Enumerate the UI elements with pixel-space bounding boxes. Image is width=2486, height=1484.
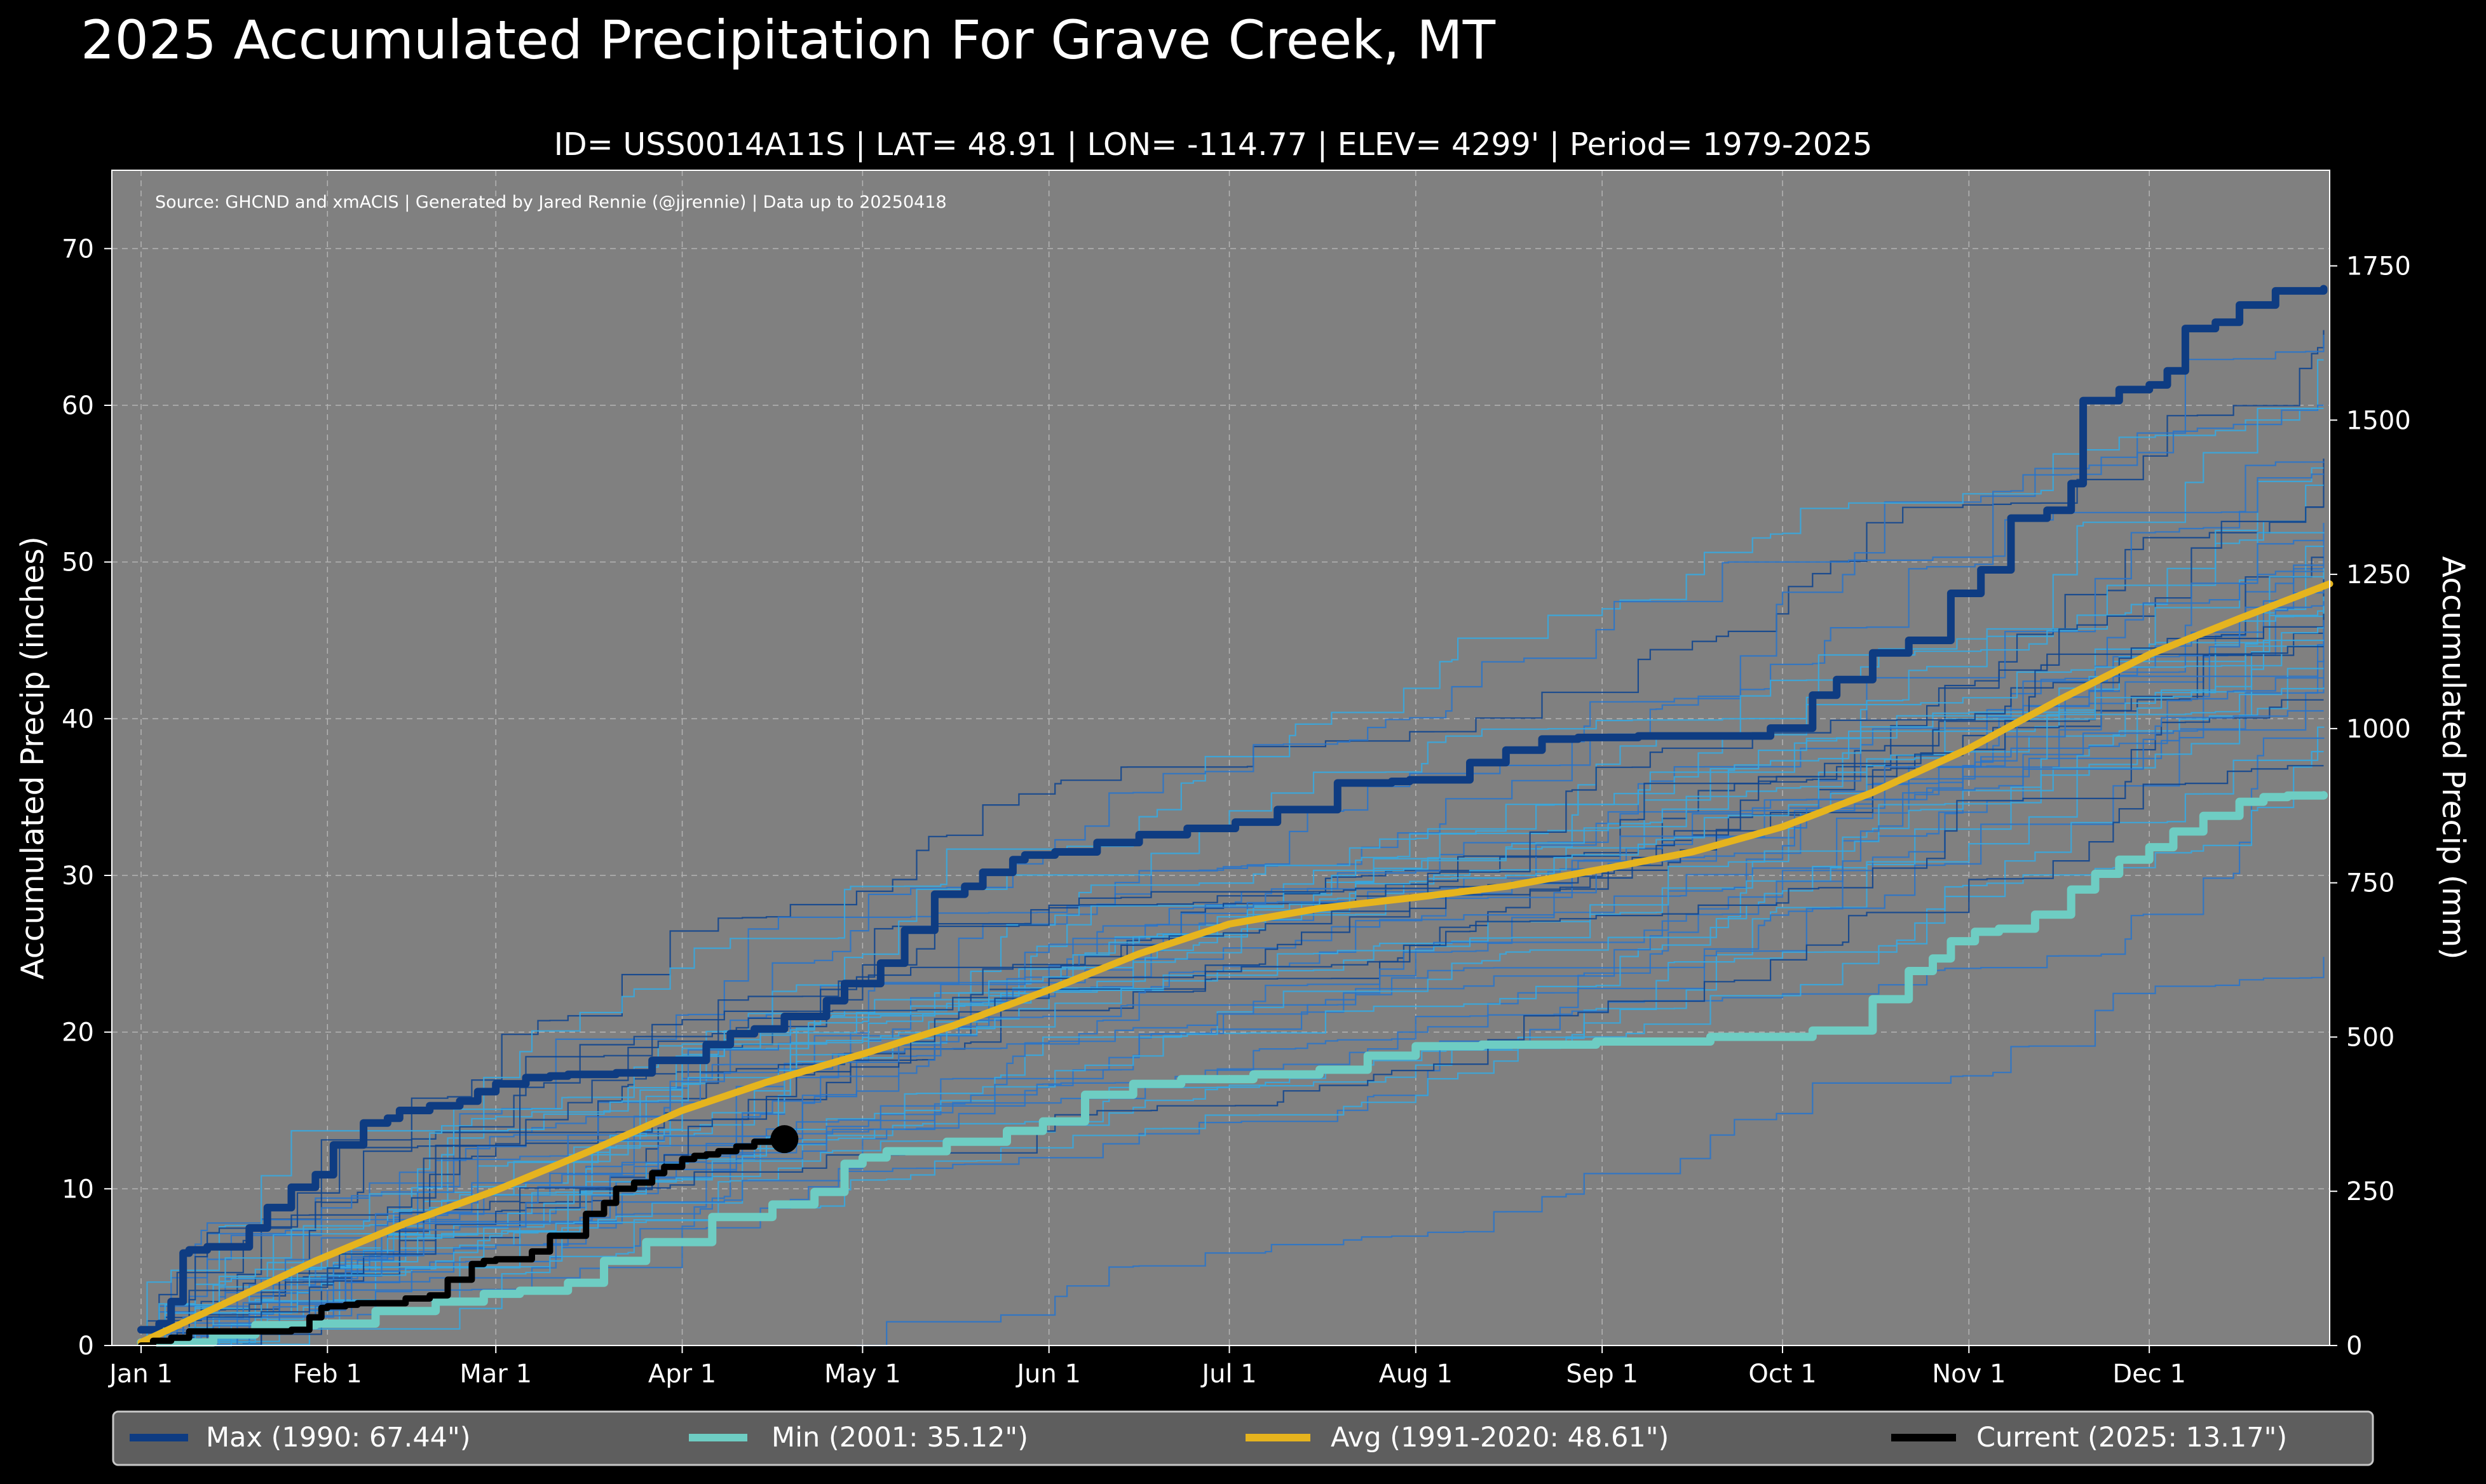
historical-year-line-8 <box>141 473 2324 1347</box>
x-tick-label-8: Sep 1 <box>1566 1359 1638 1389</box>
y-tick-label-3: 30 <box>62 861 94 891</box>
legend-label-current: Current (2025: 13.17") <box>1976 1422 2287 1454</box>
historical-year-line-36 <box>141 710 2324 1347</box>
source-note: Source: GHCND and xmACIS | Generated by … <box>155 192 947 212</box>
y-tick-label-0: 0 <box>78 1332 94 1361</box>
plot-area <box>112 170 2330 1346</box>
historical-year-line-21 <box>141 590 2325 1347</box>
historical-year-line-15 <box>141 556 2324 1347</box>
legend-label-avg: Avg (1991-2020: 48.61") <box>1331 1422 1669 1454</box>
x-tick-label-3: Apr 1 <box>648 1359 716 1389</box>
legend-label-max: Max (1990: 67.44") <box>206 1422 471 1454</box>
legend-label-min: Min (2001: 35.12") <box>771 1422 1028 1454</box>
legend-item-max: Max (1990: 67.44") <box>130 1422 471 1454</box>
y2-tick-label-4: 1000 <box>2346 715 2411 744</box>
historical-year-line-25 <box>141 614 2325 1347</box>
historical-year-line-7 <box>141 467 2324 1347</box>
x-tick-label-6: Jul 1 <box>1200 1359 1256 1389</box>
historical-year-line-24 <box>141 605 2325 1347</box>
x-tick-label-11: Dec 1 <box>2112 1359 2186 1389</box>
y-axis-label-left: Accumulated Precip (inches) <box>15 536 51 980</box>
plot-frame <box>111 170 2330 1346</box>
series-line-min <box>137 791 2328 1347</box>
legend-item-avg: Avg (1991-2020: 48.61") <box>1246 1422 1669 1454</box>
x-tick-label-7: Aug 1 <box>1379 1359 1453 1389</box>
x-tick-label-4: May 1 <box>824 1359 901 1389</box>
y2-tick-label-3: 750 <box>2346 869 2394 898</box>
historical-year-line-35 <box>141 699 2324 1347</box>
historical-year-line-34 <box>141 687 2325 1347</box>
chart-title: 2025 Accumulated Precipitation For Grave… <box>81 9 1496 71</box>
y-tick-label-7: 70 <box>62 234 94 264</box>
main-series <box>137 285 2333 1349</box>
y-tick-label-5: 50 <box>62 548 94 577</box>
historical-year-line-12 <box>141 532 2325 1347</box>
legend-box <box>112 1410 2374 1466</box>
x-tick-label-9: Oct 1 <box>1748 1359 1816 1389</box>
historical-year-line-29 <box>141 639 2324 1347</box>
y2-tick-label-6: 1500 <box>2346 406 2411 435</box>
historical-year-line-28 <box>141 634 2325 1347</box>
y2-tick-label-7: 1750 <box>2346 252 2411 281</box>
y-axis-ticks-left: 0 10 20 30 40 50 60 70 <box>62 234 112 1361</box>
x-tick-label-0: Jan 1 <box>107 1359 173 1389</box>
current-endpoint-marker <box>770 1125 799 1154</box>
y-axis-ticks-right: 0 250 500 750 1000 1250 1500 1750 <box>2330 252 2411 1361</box>
legend: Max (1990: 67.44") Min (2001: 35.12") Av… <box>112 1410 2374 1466</box>
x-tick-label-2: Mar 1 <box>459 1359 532 1389</box>
y-tick-label-6: 60 <box>62 391 94 421</box>
historical-year-line-39 <box>141 751 2324 1347</box>
legend-item-current: Current (2025: 13.17") <box>1891 1422 2287 1454</box>
historical-year-line-41 <box>856 957 2325 1347</box>
y-tick-label-2: 20 <box>62 1018 94 1048</box>
historical-year-line-38 <box>141 737 2325 1347</box>
y2-tick-label-2: 500 <box>2346 1023 2394 1052</box>
legend-item-min: Min (2001: 35.12") <box>689 1422 1028 1454</box>
y2-tick-label-0: 0 <box>2346 1332 2362 1361</box>
series-line-avg <box>137 580 2333 1346</box>
y-tick-label-1: 10 <box>62 1175 94 1204</box>
x-tick-label-1: Feb 1 <box>293 1359 362 1389</box>
historical-year-line-2 <box>141 359 2324 1347</box>
y-axis-label-right: Accumulated Precip (mm) <box>2435 556 2471 960</box>
x-tick-label-10: Nov 1 <box>1932 1359 2006 1389</box>
historical-year-line-1 <box>141 335 2325 1347</box>
x-tick-label-5: Jun 1 <box>1015 1359 1081 1389</box>
x-axis-ticks: Jan 1 Feb 1 Mar 1 Apr 1 May 1 Jun 1 Jul 1 Aug 1… <box>107 1346 2186 1389</box>
y2-tick-label-1: 250 <box>2346 1177 2394 1206</box>
chart-subtitle: ID= USS0014A11S | LAT= 48.91 | LON= -114… <box>554 126 1873 163</box>
y-tick-label-4: 40 <box>62 705 94 734</box>
series-line-current <box>138 1136 788 1349</box>
y2-tick-label-5: 1250 <box>2346 560 2411 590</box>
historical-year-line-40 <box>141 765 2324 1347</box>
historical-year-line-20 <box>141 579 2325 1347</box>
series-line-max <box>137 285 2328 1334</box>
